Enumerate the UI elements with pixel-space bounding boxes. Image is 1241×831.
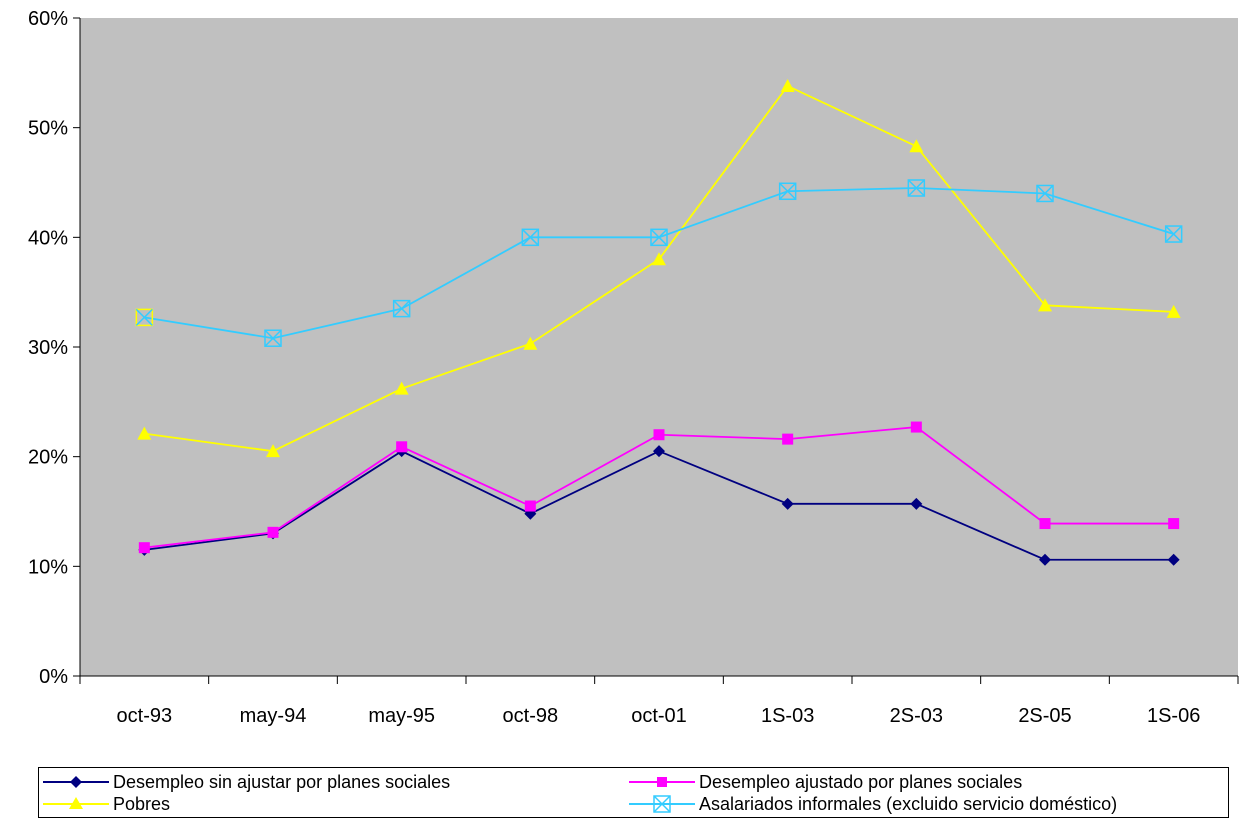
x-tick-label: oct-98: [503, 705, 559, 727]
y-tick-label: 50%: [28, 118, 68, 140]
legend-marker-boxx-icon: [629, 795, 695, 813]
y-tick-label: 20%: [28, 447, 68, 469]
data-point: [781, 497, 794, 510]
y-tick-label: 30%: [28, 337, 68, 359]
y-tick-label: 60%: [28, 8, 68, 30]
legend-marker-diamond-icon: [43, 776, 109, 788]
data-point: [135, 308, 154, 327]
data-point: [1167, 553, 1180, 566]
x-axis-ticks: oct-93 may-94 may-95 oct-98 oct-01 1S-03 2S-03…: [79, 676, 1239, 727]
data-point: [1166, 304, 1181, 318]
data-point: [653, 429, 665, 441]
data-point: [266, 444, 280, 458]
legend-label: Pobres: [113, 793, 171, 814]
y-tick-label: 40%: [28, 227, 68, 249]
x-tick-label: 1S-06: [1147, 705, 1200, 727]
y-axis-ticks: 0% 10% 20% 30% 40% 50% 60%: [28, 8, 80, 688]
data-point: [910, 421, 922, 433]
legend-marker-triangle-icon: [43, 797, 109, 809]
x-tick-label: may-95: [368, 705, 435, 727]
data-point: [653, 445, 665, 458]
data-point: [264, 329, 282, 347]
legend-label: Asalariados informales (excluido servici…: [699, 793, 1118, 814]
data-point: [910, 497, 923, 510]
series-triangle: [137, 78, 1181, 458]
data-point: [138, 542, 150, 554]
plot-area: [80, 18, 1238, 676]
x-tick-label: oct-93: [117, 705, 173, 727]
data-point: [523, 336, 538, 350]
data-point: [650, 228, 668, 247]
series-layer: [135, 78, 1183, 566]
x-tick-label: 2S-05: [1018, 705, 1071, 727]
data-point: [1168, 518, 1180, 530]
data-point: [392, 299, 411, 318]
data-point: [524, 507, 537, 520]
data-point: [137, 426, 152, 440]
series-square: [138, 421, 1180, 554]
data-point: [780, 78, 795, 92]
data-point: [778, 182, 797, 201]
legend-label: Desempleo ajustado por planes sociales: [699, 771, 1023, 792]
y-tick-label: 0%: [39, 666, 68, 688]
data-point: [1039, 553, 1051, 566]
data-point: [1036, 184, 1054, 203]
data-point: [1039, 518, 1051, 530]
legend-item-pobres: Pobres: [43, 793, 170, 815]
y-tick-label: 10%: [28, 556, 68, 578]
x-tick-label: 1S-03: [761, 705, 814, 727]
data-point: [907, 179, 926, 197]
data-point: [267, 526, 279, 538]
legend-label: Desempleo sin ajustar por planes sociale…: [113, 771, 451, 792]
data-point: [396, 441, 408, 453]
line-chart: 0%10%20%30%40%50%60% oct-93 may-94 may-95 o…: [28, 8, 1239, 727]
data-point: [394, 381, 409, 395]
legend-item-desempleo-ajustado: Desempleo ajustado por planes sociales: [629, 771, 1022, 793]
x-tick-label: 2S-03: [890, 705, 943, 727]
legend-item-desempleo-sin-ajustar: Desempleo sin ajustar por planes sociale…: [43, 771, 450, 793]
data-point: [524, 500, 536, 512]
data-point: [521, 228, 540, 247]
data-point: [782, 433, 794, 445]
legend-item-asalariados-informales: Asalariados informales (excluido servici…: [629, 793, 1117, 815]
legend: Desempleo sin ajustar por planes sociale…: [38, 767, 1229, 818]
data-point: [652, 252, 666, 266]
legend-marker-square-icon: [629, 777, 695, 787]
data-point: [1038, 298, 1052, 312]
x-tick-label: oct-01: [631, 705, 687, 727]
series-boxx: [135, 179, 1183, 347]
x-tick-label: may-94: [240, 705, 307, 727]
data-point: [909, 139, 924, 153]
data-point: [1164, 225, 1183, 243]
